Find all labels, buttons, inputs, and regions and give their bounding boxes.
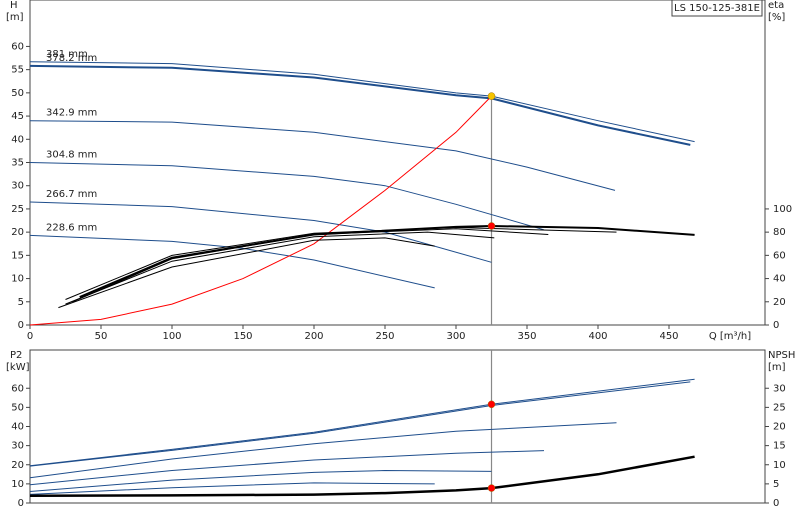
curve	[29, 378, 695, 467]
y-tick-label: 25	[11, 204, 24, 215]
y-tick-label: 5	[18, 297, 24, 308]
x-tick-label: 200	[304, 331, 323, 342]
curve-label: 304.8 mm	[46, 150, 97, 161]
y-tick-label: 35	[11, 158, 24, 169]
y-tick-label: 50	[11, 88, 24, 99]
y2-axis-unit: [%]	[768, 12, 785, 23]
y-axis-unit: [kW]	[6, 362, 30, 373]
y-tick-label: 10	[11, 479, 24, 490]
title-box	[671, 0, 763, 17]
plot-frame	[29, 349, 766, 504]
x-tick-label: 350	[517, 331, 536, 342]
curve	[29, 455, 695, 497]
y2-tick-label: 10	[773, 460, 786, 471]
curve	[65, 226, 617, 300]
curve	[29, 482, 435, 495]
curve	[79, 224, 695, 299]
y2-tick-label: 80	[773, 227, 786, 238]
y2-tick-label: 20	[773, 297, 786, 308]
duty-point	[487, 484, 496, 492]
curve-label: 381 mm	[46, 49, 88, 60]
y2-tick-label: 5	[773, 479, 779, 490]
curve	[72, 228, 549, 303]
duty-point	[487, 222, 496, 230]
x-tick-label: 50	[95, 331, 108, 342]
curve	[29, 381, 691, 467]
y2-axis-unit: [m]	[768, 362, 786, 373]
y2-tick-label: 0	[773, 498, 779, 509]
x-tick-label: 100	[162, 331, 181, 342]
x-tick-label: 400	[588, 331, 607, 342]
chart-title: LS 150-125-381E	[674, 3, 760, 14]
y-tick-label: 10	[11, 274, 24, 285]
y-axis-label: H	[10, 0, 18, 11]
x-tick-label: 450	[659, 331, 678, 342]
duty-point	[487, 400, 496, 409]
curve	[29, 201, 492, 263]
x-tick-label: 150	[233, 331, 252, 342]
y-tick-label: 20	[11, 227, 24, 238]
y-tick-label: 30	[11, 181, 24, 192]
curve-label: 228.6 mm	[46, 222, 97, 233]
x-axis-label: Q [m³/h]	[709, 331, 751, 342]
curve	[65, 231, 495, 305]
x-tick-label: 0	[27, 331, 33, 342]
curve	[29, 450, 545, 486]
curve-label: 266.7 mm	[46, 189, 97, 200]
y2-axis-label: eta	[768, 0, 784, 11]
y-tick-label: 60	[11, 383, 24, 394]
y-tick-label: 50	[11, 402, 24, 413]
y-axis-unit: [m]	[6, 12, 24, 23]
y-axis-label: P2	[10, 350, 22, 361]
curve	[29, 162, 545, 231]
curve-label: 342.9 mm	[46, 108, 97, 119]
x-tick-label: 300	[446, 331, 465, 342]
y2-axis-label: NPSH	[768, 350, 795, 361]
duty-point	[487, 92, 496, 100]
y2-tick-label: 25	[773, 402, 786, 413]
y-tick-label: 0	[18, 498, 24, 509]
y-tick-label: 40	[11, 422, 24, 433]
curve	[29, 64, 691, 146]
y2-tick-label: 30	[773, 383, 786, 394]
curve	[29, 120, 616, 191]
y-tick-label: 55	[11, 65, 24, 76]
curve	[29, 95, 492, 326]
curve	[29, 234, 435, 289]
y2-tick-label: 15	[773, 441, 786, 452]
y2-tick-label: 20	[773, 422, 786, 433]
y2-tick-label: 40	[773, 274, 786, 285]
curve	[58, 237, 435, 309]
y-tick-label: 30	[11, 441, 24, 452]
y-tick-label: 15	[11, 250, 24, 261]
y-tick-label: 45	[11, 111, 24, 122]
y2-tick-label: 100	[773, 204, 792, 215]
x-tick-label: 250	[375, 331, 394, 342]
y2-tick-label: 0	[773, 320, 779, 331]
curve	[29, 469, 492, 492]
y-tick-label: 60	[11, 41, 24, 52]
curve-label: 378.2 mm	[46, 53, 97, 64]
y-tick-label: 0	[18, 320, 24, 331]
y-tick-label: 40	[11, 134, 24, 145]
plot-frame	[29, 0, 766, 326]
curve	[29, 422, 617, 479]
y2-tick-label: 60	[773, 250, 786, 261]
y-tick-label: 20	[11, 460, 24, 471]
curve	[29, 61, 695, 143]
